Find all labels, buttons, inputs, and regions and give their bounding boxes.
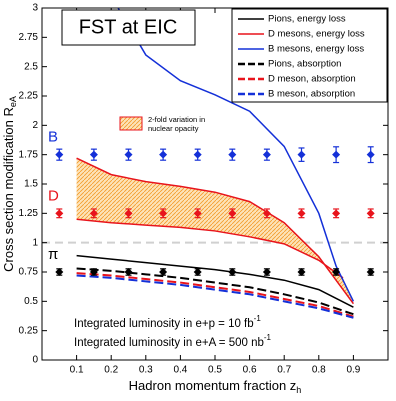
band-legend-label: 2-fold variation in bbox=[148, 115, 205, 124]
y-tick-label: 0 bbox=[32, 355, 38, 366]
annotation-sup: -1 bbox=[264, 333, 272, 342]
y-tick-label: 0.75 bbox=[19, 267, 39, 278]
overlay-layer: B Dπ 0 0.25 0.5 0.75 1 1.25 1.5 1.75 2 2.25 2.5 2.75 3… bbox=[1, 3, 389, 395]
legend-label: Pions, absorption bbox=[268, 59, 341, 70]
series-line bbox=[76, 272, 354, 318]
y-tick-label: 0.5 bbox=[24, 296, 38, 307]
y-tick-label: 0.25 bbox=[19, 325, 39, 336]
x-tick-label: 0.9 bbox=[346, 365, 360, 376]
plot-layer bbox=[42, 8, 388, 319]
point bbox=[89, 268, 98, 276]
legend-label: B meson, absorption bbox=[268, 89, 355, 100]
point bbox=[193, 209, 202, 218]
legend-label: D meson, absorption bbox=[268, 74, 356, 85]
x-tick-label: 0.1 bbox=[70, 365, 84, 376]
point bbox=[55, 209, 64, 218]
point bbox=[297, 150, 306, 159]
point bbox=[89, 209, 98, 218]
y-axis-label-text: Cross section modification R bbox=[1, 107, 16, 272]
point bbox=[159, 268, 168, 276]
x-axis-label-text: Hadron momentum fraction z bbox=[129, 378, 297, 393]
point bbox=[332, 268, 341, 276]
y-tick-label: 1.5 bbox=[24, 179, 38, 190]
annotation: Integrated luminosity in e+p = 10 fb-1 bbox=[74, 314, 261, 330]
annotation-sup: -1 bbox=[254, 314, 262, 323]
point bbox=[55, 268, 64, 276]
point bbox=[159, 209, 168, 218]
annotation-text: Integrated luminosity in e+p = 10 fb bbox=[74, 318, 254, 330]
y-tick-label: 2.25 bbox=[19, 91, 39, 102]
x-tick-label: 0.3 bbox=[139, 365, 153, 376]
series-letter: D bbox=[48, 187, 59, 204]
point bbox=[124, 209, 133, 218]
point bbox=[332, 150, 341, 159]
title-box bbox=[61, 9, 196, 46]
x-tick-label: 0.8 bbox=[312, 365, 326, 376]
x-axis-label: Hadron momentum fraction zh bbox=[129, 378, 302, 395]
point bbox=[262, 268, 271, 276]
point bbox=[228, 150, 237, 159]
band-legend-label: nuclear opacity bbox=[148, 124, 199, 133]
series-line bbox=[76, 267, 354, 316]
annotation: Integrated luminosity in e+A = 500 nb-1 bbox=[74, 333, 272, 349]
series-letter: B bbox=[48, 129, 58, 146]
point bbox=[262, 150, 271, 159]
point bbox=[297, 209, 306, 218]
y-tick-label: 3 bbox=[32, 3, 38, 14]
series-line bbox=[117, 8, 355, 302]
y-tick-label: 2.5 bbox=[24, 61, 38, 72]
point bbox=[228, 209, 237, 218]
point bbox=[332, 209, 341, 218]
point bbox=[262, 209, 271, 218]
x-tick-label: 0.6 bbox=[243, 365, 257, 376]
series-line bbox=[76, 157, 355, 305]
series-line bbox=[76, 274, 354, 319]
series-letter: π bbox=[48, 246, 58, 263]
x-axis-label-sub: h bbox=[296, 385, 301, 395]
y-tick-label: 1 bbox=[32, 237, 38, 248]
band-edge bbox=[76, 218, 344, 279]
x-tick-label: 0.2 bbox=[104, 365, 118, 376]
y-axis-label-sub: eA bbox=[8, 96, 18, 107]
point bbox=[366, 268, 375, 276]
legend-label: Pions, energy loss bbox=[268, 14, 346, 25]
y-axis-label: Cross section modification ReA bbox=[1, 96, 18, 272]
legend-label: D mesons, energy loss bbox=[268, 29, 365, 40]
point bbox=[297, 268, 306, 276]
legend-box bbox=[231, 8, 388, 103]
point bbox=[366, 150, 375, 159]
x-tick-label: 0.5 bbox=[208, 365, 222, 376]
point bbox=[193, 150, 202, 159]
series-line bbox=[76, 254, 354, 308]
point bbox=[159, 150, 168, 159]
y-tick-label: 1.25 bbox=[19, 208, 39, 219]
x-tick-label: 0.4 bbox=[173, 365, 187, 376]
annotation-text: Integrated luminosity in e+A = 500 nb bbox=[74, 337, 264, 349]
y-tick-label: 1.75 bbox=[19, 149, 39, 160]
y-tick-label: 2 bbox=[32, 120, 38, 131]
point bbox=[124, 268, 133, 276]
legend-label: B mesons, energy loss bbox=[268, 44, 364, 55]
y-tick-label: 2.75 bbox=[19, 32, 39, 43]
band-legend-swatch bbox=[119, 116, 143, 131]
point bbox=[124, 150, 133, 159]
point bbox=[366, 209, 375, 218]
chart-title: FST at EIC bbox=[79, 16, 178, 38]
point bbox=[193, 268, 202, 276]
point bbox=[55, 150, 64, 159]
x-tick-label: 0.7 bbox=[277, 365, 291, 376]
point bbox=[89, 150, 98, 159]
point bbox=[228, 268, 237, 276]
